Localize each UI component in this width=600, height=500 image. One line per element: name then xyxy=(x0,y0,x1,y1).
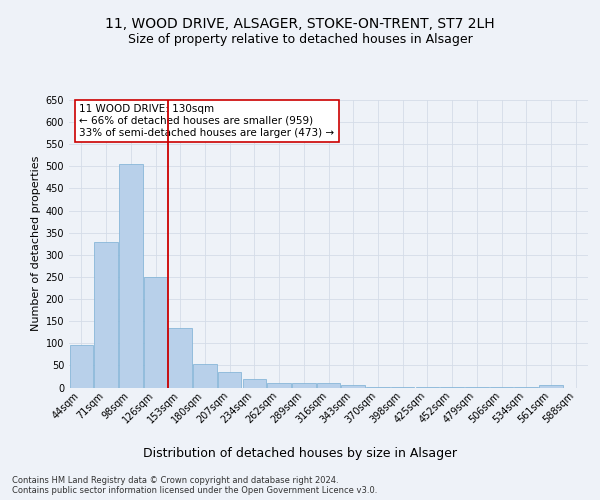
Bar xyxy=(268,383,291,388)
Bar xyxy=(292,383,316,388)
Bar xyxy=(218,372,241,388)
Bar xyxy=(70,346,93,388)
Text: 11 WOOD DRIVE: 130sqm
← 66% of detached houses are smaller (959)
33% of semi-det: 11 WOOD DRIVE: 130sqm ← 66% of detached … xyxy=(79,104,335,138)
Bar xyxy=(317,383,340,388)
Text: Size of property relative to detached houses in Alsager: Size of property relative to detached ho… xyxy=(128,32,472,46)
Bar xyxy=(539,386,563,388)
Bar xyxy=(169,328,192,388)
Bar xyxy=(94,242,118,388)
Bar xyxy=(366,386,389,388)
Text: Distribution of detached houses by size in Alsager: Distribution of detached houses by size … xyxy=(143,448,457,460)
Bar xyxy=(341,386,365,388)
Y-axis label: Number of detached properties: Number of detached properties xyxy=(31,156,41,332)
Bar xyxy=(391,386,415,388)
Bar xyxy=(144,277,167,388)
Text: Contains HM Land Registry data © Crown copyright and database right 2024.
Contai: Contains HM Land Registry data © Crown c… xyxy=(12,476,377,495)
Bar xyxy=(242,378,266,388)
Text: 11, WOOD DRIVE, ALSAGER, STOKE-ON-TRENT, ST7 2LH: 11, WOOD DRIVE, ALSAGER, STOKE-ON-TRENT,… xyxy=(105,18,495,32)
Bar xyxy=(119,164,143,388)
Bar xyxy=(193,364,217,388)
